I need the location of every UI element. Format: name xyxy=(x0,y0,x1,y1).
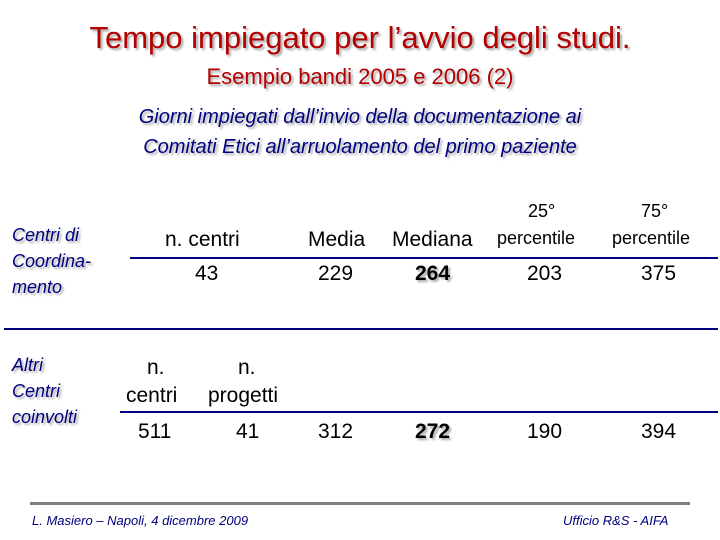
row2-n-centri: 511 xyxy=(138,420,172,443)
row2-mediana: 272 xyxy=(415,420,451,443)
header-mediana: Mediana xyxy=(392,228,473,251)
page-title: Tempo impiegato per l’avvio degli studi. xyxy=(89,20,631,55)
row2-pct75: 394 xyxy=(641,420,677,443)
row-label-altri-centri: Altri Centri coinvolti xyxy=(12,352,122,430)
row2-pct25: 190 xyxy=(527,420,563,443)
header-media: Media xyxy=(308,228,366,251)
header-pct75-bottom: percentile xyxy=(612,228,691,248)
row-label-line: Centri xyxy=(12,381,61,401)
footer-rule xyxy=(30,502,690,505)
row2-header-divider xyxy=(120,411,718,413)
row1-n-centri: 43 xyxy=(195,262,219,285)
header-divider xyxy=(130,257,718,259)
footer-author: L. Masiero – Napoli, 4 dicembre 2009 xyxy=(32,513,249,528)
page-subtitle: Esempio bandi 2005 e 2006 (2) xyxy=(206,64,514,89)
row1-media: 229 xyxy=(318,262,354,285)
header-pct25-top: 25° xyxy=(528,201,556,221)
row1-pct25: 203 xyxy=(527,262,563,285)
row-label-line: Centri di xyxy=(12,225,80,245)
row2-media: 312 xyxy=(318,420,354,443)
row2-header-n-centri-2: centri xyxy=(126,384,178,407)
header-pct25-bottom: percentile xyxy=(497,228,576,248)
row-separator xyxy=(4,328,718,330)
header-n-centri: n. centri xyxy=(165,228,240,251)
footer-office: Ufficio R&S - AIFA xyxy=(563,513,669,528)
row2-header-n-progetti-1: n. xyxy=(238,356,256,379)
row-label-coordinamento: Centri di Coordina- mento xyxy=(12,222,122,300)
row1-pct75: 375 xyxy=(641,262,677,285)
row-label-line: Coordina- xyxy=(12,251,92,271)
description-line-1: Giorni impiegati dall’invio della docume… xyxy=(138,106,582,128)
row1-mediana: 264 xyxy=(415,262,451,285)
row-label-line: Altri xyxy=(12,355,43,375)
row-label-line: mento xyxy=(12,277,63,297)
row2-n-progetti: 41 xyxy=(236,420,260,443)
header-pct75-top: 75° xyxy=(641,201,669,221)
row2-header-n-centri-1: n. xyxy=(147,356,165,379)
row-label-line: coinvolti xyxy=(12,407,78,427)
description-line-2: Comitati Etici all’arruolamento del prim… xyxy=(143,136,577,158)
row2-header-n-progetti-2: progetti xyxy=(208,384,279,407)
